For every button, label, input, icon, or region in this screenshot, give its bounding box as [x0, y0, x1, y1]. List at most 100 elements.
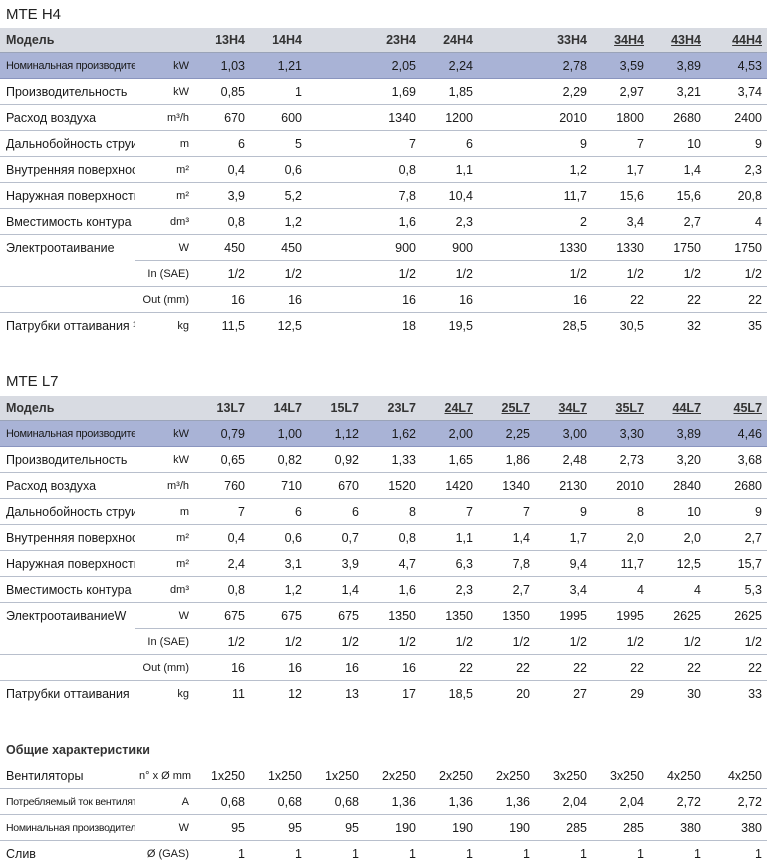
model-header: 13L7 [193, 396, 250, 421]
table-row: Номинальная производительностьW959595190… [0, 814, 767, 841]
row-unit: dm³ [135, 208, 193, 235]
row-unit: m [135, 130, 193, 157]
value-cell: 285 [592, 814, 649, 841]
value-cell: 12 [288, 686, 302, 701]
value-cell: 0,92 [307, 446, 364, 473]
value-cell: 1/2 [250, 628, 307, 655]
row-label: Номинальная производительность [0, 814, 135, 841]
row-label: Слив [6, 846, 36, 861]
value-cell: 0,4 [193, 156, 250, 183]
model-header: 45L7 [706, 396, 767, 421]
value-cell: 1,86 [478, 446, 535, 473]
value-cell: 1/2 [364, 628, 421, 655]
value-cell: 5,3 [706, 576, 767, 603]
value-cell: 670 [307, 472, 364, 499]
value-cell: 1,36 [478, 788, 535, 815]
value-cell: 380 [649, 814, 706, 841]
value-cell: 1/2 [706, 260, 767, 287]
value-cell: 190 [478, 814, 535, 841]
value-cell: 1/2 [193, 628, 250, 655]
value-cell: 1/2 [592, 260, 649, 287]
value-cell [307, 104, 364, 131]
value-cell [478, 313, 535, 339]
value-cell [307, 234, 364, 261]
row-label: Наружная поверхность [0, 550, 135, 577]
value-cell: 22 [706, 286, 767, 313]
model-header: 23H4 [364, 28, 421, 53]
value-cell: 1,6 [364, 576, 421, 603]
value-cell: 4,53 [706, 52, 767, 79]
value-cell: 0,4 [193, 524, 250, 551]
value-cell: 3,4 [592, 208, 649, 235]
value-cell: 1/2 [364, 260, 421, 287]
value-cell: 1x250 [193, 763, 250, 789]
value-cell: 3,1 [250, 550, 307, 577]
l7-section-title: MTE L7 [6, 373, 59, 390]
value-cell: 29 [630, 686, 644, 701]
value-cell: 1330 [592, 234, 649, 261]
table-row: Патрубки оттаивания ¹ kg 11,5 12,5 18 19,5 28,… [0, 313, 767, 339]
value-cell: 1350 [478, 602, 535, 629]
header-row: Модель 13L7 14L7 15L7 23L7 24L7 25L7 34L7 35L7 44… [0, 396, 767, 421]
value-cell: 16 [535, 286, 592, 313]
value-cell: 2,24 [421, 52, 478, 79]
value-cell [478, 156, 535, 183]
header-row: Модель 13H4 14H4 23H4 24H4 33H4 34H4 43H4 44H4 [0, 28, 767, 53]
value-cell: 18,5 [448, 686, 473, 701]
row-unit: Out (mm) [135, 654, 193, 681]
nominal-row: Номинальная производительностьkW1,031,21… [0, 52, 767, 79]
value-cell: 9 [706, 498, 767, 525]
value-cell: 16 [250, 286, 307, 313]
row-unit: m² [135, 524, 193, 551]
value-cell: 1 [238, 846, 245, 861]
value-cell: 1340 [478, 472, 535, 499]
value-cell: 0,68 [307, 788, 364, 815]
value-cell: 4,46 [706, 420, 767, 447]
row-unit: Ø (GAS) [146, 847, 189, 860]
value-cell: 16 [364, 654, 421, 681]
value-cell: 0,85 [193, 78, 250, 105]
row-label: Внутренняя поверхность [0, 524, 135, 551]
value-cell: 2,3 [421, 208, 478, 235]
value-cell: 7 [364, 130, 421, 157]
row-label: Вместимость контура [0, 576, 135, 603]
table-row: Расход воздуха m³/h 670 600 1340 1200 2010 1800… [0, 104, 767, 131]
value-cell: 0,8 [193, 208, 250, 235]
row-label: Дальнобойность струи [0, 498, 135, 525]
value-cell: 1 [755, 846, 762, 861]
row-label: ЭлектроотаиваниеW [6, 608, 127, 623]
value-cell: 2,00 [421, 420, 478, 447]
value-cell: 0,68 [193, 788, 250, 815]
value-cell: 8 [364, 498, 421, 525]
row-unit: Out (mm) [135, 286, 193, 313]
value-cell: 2,29 [535, 78, 592, 105]
row-unit: kW [135, 52, 193, 79]
value-cell: 9 [706, 130, 767, 157]
value-cell: 1,21 [250, 52, 307, 79]
row-label: Наружная поверхность [0, 182, 135, 209]
table-row: Вентиляторы n° x Ø mm 1x250 1x250 1x250 2x250… [0, 763, 767, 789]
value-cell: 11,5 [221, 318, 245, 333]
table-row: Производительность kW 0,85 1 1,69 1,85 2,29 2,9… [0, 78, 767, 105]
value-cell: 3,59 [592, 52, 649, 79]
row-unit: m² [135, 182, 193, 209]
value-cell: 3,89 [649, 52, 706, 79]
row-unit: m³/h [135, 104, 193, 131]
value-cell: 2,04 [592, 788, 649, 815]
value-cell: 3x250 [592, 763, 649, 789]
value-cell [307, 260, 364, 287]
value-cell: 0,68 [250, 788, 307, 815]
value-cell [478, 208, 535, 235]
value-cell: 35 [748, 318, 762, 333]
row-unit: kW [135, 420, 193, 447]
row-label: Вентиляторы [0, 763, 135, 789]
value-cell [478, 78, 535, 105]
value-cell: 22 [706, 654, 767, 681]
value-cell: 760 [193, 472, 250, 499]
value-cell: 3,00 [535, 420, 592, 447]
value-cell: 2400 [706, 104, 767, 131]
value-cell: 285 [535, 814, 592, 841]
value-cell: 0,7 [307, 524, 364, 551]
value-cell: 3,30 [592, 420, 649, 447]
value-cell [307, 286, 364, 313]
